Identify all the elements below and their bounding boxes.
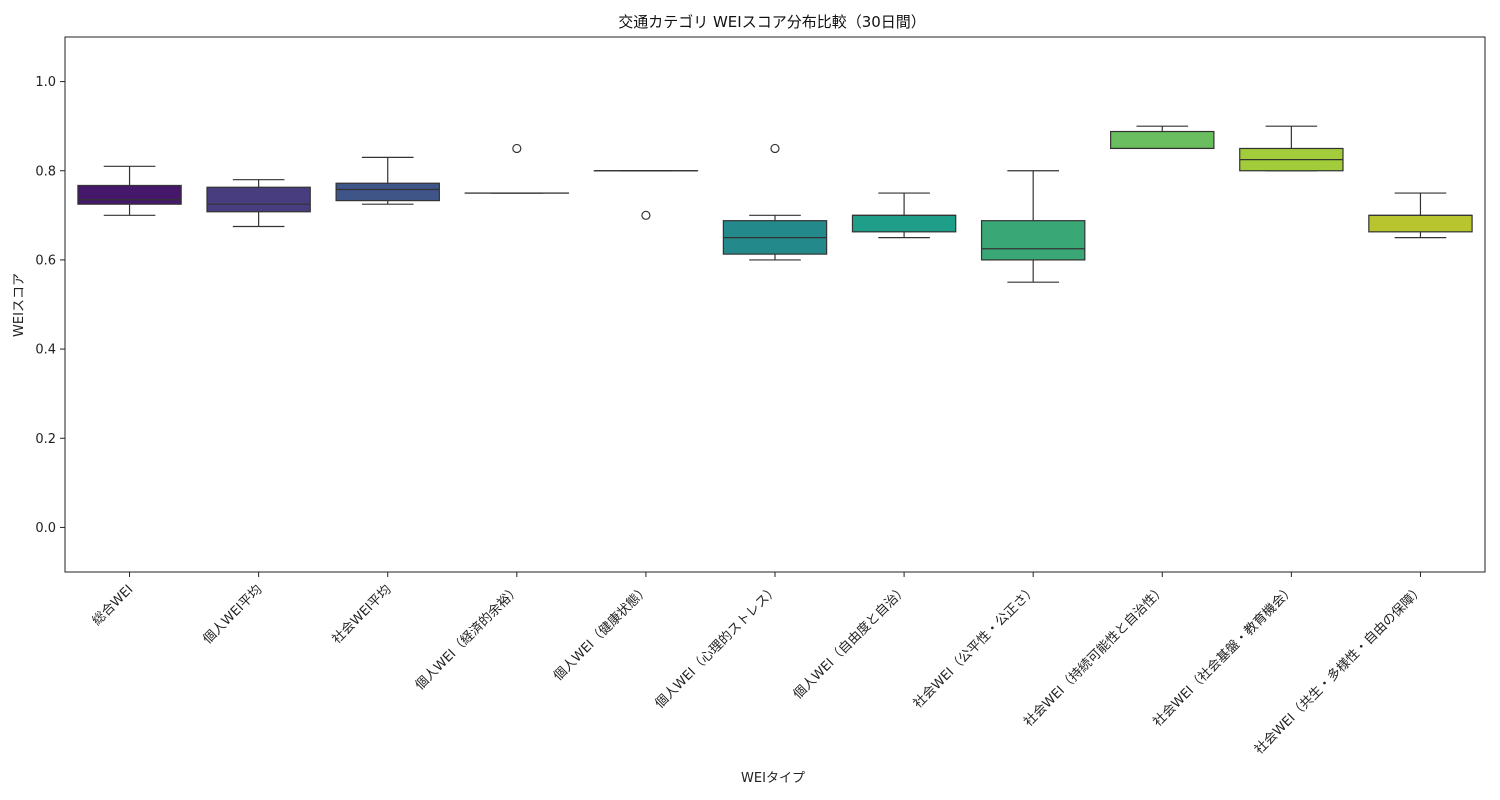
y-tick-label: 0.6 — [35, 253, 56, 268]
box-group — [77, 165, 182, 216]
iqr-box — [206, 186, 311, 213]
x-tick-label: 社会WEI（公平性・公正さ） — [910, 582, 1040, 712]
outlier-point — [512, 143, 522, 154]
box-group — [593, 170, 699, 220]
box-group — [206, 179, 311, 228]
x-tick-label: 個人WEI（心理的ストレス） — [652, 582, 782, 712]
box-group — [464, 143, 570, 194]
x-tick-label: 個人WEI平均 — [200, 582, 265, 647]
x-tick-label: 社会WEI（社会基盤・教育機会） — [1150, 582, 1298, 730]
y-tick-label: 0.4 — [35, 343, 56, 358]
y-tick-label: 1.0 — [35, 75, 56, 90]
box-group — [1239, 125, 1344, 172]
iqr-box — [335, 182, 440, 202]
iqr-box — [1368, 214, 1473, 233]
box-group — [335, 156, 440, 205]
box-group — [1368, 192, 1473, 239]
outlier-point — [641, 210, 651, 220]
y-axis-label: WEIスコア — [12, 273, 27, 337]
iqr-box — [77, 184, 182, 205]
x-tick-label: 総合WEI — [90, 582, 137, 629]
x-tick-label: 個人WEI（自由度と自治） — [790, 582, 911, 703]
x-tick-label: 個人WEI（健康状態） — [550, 582, 652, 684]
box-group — [851, 192, 957, 239]
chart-title: 交通カテゴリ WEIスコア分布比較（30日間） — [618, 13, 926, 31]
x-axis-label: WEIタイプ — [741, 771, 805, 786]
box-group — [722, 143, 828, 261]
iqr-box — [1110, 130, 1215, 150]
y-tick-label: 0.0 — [35, 521, 56, 536]
x-tick-label: 社会WEI（持続可能性と自治性） — [1021, 582, 1169, 730]
iqr-box — [851, 214, 957, 233]
outlier-point — [770, 143, 780, 154]
iqr-box — [980, 220, 1086, 261]
y-tick-label: 0.2 — [35, 432, 56, 447]
box-group — [1110, 125, 1215, 150]
y-tick-label: 0.8 — [35, 164, 56, 179]
plot-area-frame — [64, 36, 1486, 573]
x-tick-label: 個人WEI（経済的余裕） — [412, 582, 524, 694]
y-axis: 0.0 0.2 0.4 0.6 0.8 1.0 — [35, 75, 65, 536]
x-axis: 総合WEI 個人WEI平均 社会WEI平均 個人WEI（経済的余裕） 個人WEI（健康状… — [90, 572, 1427, 758]
box-series — [77, 125, 1473, 283]
x-tick-label: 社会WEI平均 — [329, 582, 395, 648]
box-group — [980, 170, 1086, 283]
